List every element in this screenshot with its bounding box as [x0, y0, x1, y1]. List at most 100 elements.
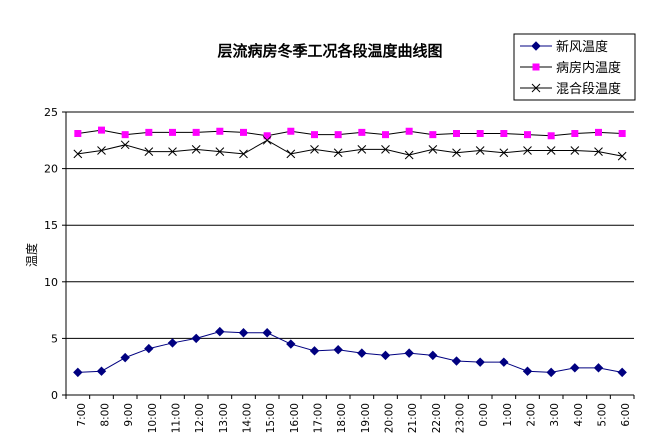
x-tick-label: 23:00: [455, 403, 467, 433]
x-tick-label: 11:00: [171, 403, 183, 433]
data-point-diamond: [522, 366, 533, 376]
legend-label: 新风温度: [556, 39, 608, 55]
data-point-x: [475, 146, 485, 155]
data-point-square: [311, 131, 318, 139]
x-tick-label: 2:00: [526, 403, 538, 427]
x-tick-label: 6:00: [620, 403, 632, 427]
series-2: [73, 135, 627, 161]
x-tick-label: 21:00: [407, 403, 419, 433]
data-point-square: [500, 130, 508, 138]
data-point-diamond: [451, 356, 462, 366]
x-tick-label: 20:00: [384, 403, 396, 433]
data-point-x: [499, 148, 509, 158]
x-tick-label: 8:00: [100, 403, 112, 427]
x-tick-label: 18:00: [336, 403, 348, 433]
data-point-x: [191, 145, 201, 154]
legend-label: 混合段温度: [556, 81, 621, 97]
data-point-diamond: [570, 363, 580, 373]
data-point-square: [240, 128, 247, 136]
data-point-diamond: [428, 350, 438, 361]
x-tick-label: 4:00: [573, 403, 585, 427]
data-point-diamond: [531, 41, 541, 51]
data-point-diamond: [593, 363, 604, 373]
data-point-x: [262, 135, 272, 145]
x-tick-label: 19:00: [360, 403, 372, 433]
data-point-square: [98, 126, 105, 134]
y-tick-label: 25: [44, 106, 58, 119]
x-tick-label: 22:00: [431, 403, 443, 433]
data-point-x: [357, 145, 367, 154]
data-point-diamond: [617, 367, 627, 378]
data-point-square: [145, 128, 153, 136]
data-point-diamond: [309, 346, 320, 356]
data-point-diamond: [475, 357, 485, 367]
x-tick-label: 13:00: [218, 403, 230, 433]
data-point-x: [428, 145, 438, 154]
data-point-x: [97, 146, 106, 155]
data-point-square: [74, 130, 82, 138]
data-point-x: [452, 148, 461, 158]
data-point-x: [570, 146, 580, 155]
data-point-square: [532, 63, 540, 71]
data-point-square: [595, 128, 602, 136]
data-point-x: [215, 147, 225, 156]
x-tick-label: 3:00: [549, 403, 561, 427]
data-point-diamond: [215, 326, 225, 337]
data-point-square: [453, 130, 460, 138]
x-tick-labels: 7:00 8:00 9:00 10:00 11:00 12:00 13:00 14:00 15:…: [76, 403, 632, 433]
y-tick-labels: 0 5 10 15 20 25: [44, 106, 58, 402]
data-point-diamond: [73, 367, 83, 378]
legend-label: 病房内温度: [556, 60, 621, 76]
axes: [62, 111, 635, 399]
data-point-diamond: [380, 350, 391, 361]
y-tick-label: 5: [51, 332, 58, 345]
data-point-square: [571, 130, 579, 138]
series-line: [77, 129, 623, 137]
data-point-x: [617, 151, 627, 161]
data-point-x: [404, 150, 414, 160]
series-lines: [73, 126, 627, 378]
data-point-x: [333, 148, 343, 158]
x-tick-label: 10:00: [147, 403, 159, 433]
data-point-x: [531, 83, 541, 93]
data-point-square: [121, 131, 129, 139]
data-point-x: [381, 145, 390, 154]
y-tick-label: 10: [44, 276, 58, 289]
x-tick-label: 5:00: [597, 403, 609, 427]
y-tick-label: 20: [44, 163, 58, 176]
data-point-x: [310, 145, 319, 154]
y-tick-label: 0: [51, 389, 58, 402]
x-tick-label: 14:00: [242, 403, 254, 433]
data-point-diamond: [191, 333, 201, 344]
data-point-diamond: [120, 352, 130, 363]
data-point-x: [286, 149, 296, 159]
data-point-x: [546, 146, 556, 155]
data-point-diamond: [167, 338, 178, 348]
data-point-x: [144, 147, 154, 156]
data-point-x: [120, 140, 130, 150]
data-point-square: [524, 131, 531, 139]
data-point-x: [594, 147, 603, 156]
gridlines: [66, 111, 634, 339]
data-point-square: [429, 131, 437, 139]
data-point-square: [216, 127, 224, 135]
data-point-square: [169, 128, 176, 136]
data-point-square: [263, 132, 271, 140]
data-point-diamond: [144, 343, 154, 354]
data-point-x: [168, 147, 177, 156]
series-1: [74, 126, 626, 140]
data-point-diamond: [333, 345, 343, 355]
data-point-x: [73, 149, 83, 159]
data-point-square: [192, 128, 200, 136]
data-point-diamond: [238, 328, 249, 338]
series-0: [73, 326, 627, 378]
data-point-square: [476, 130, 484, 138]
x-tick-label: 0:00: [478, 403, 490, 427]
data-point-diamond: [357, 348, 367, 358]
x-tick-label: 16:00: [289, 403, 301, 433]
data-point-square: [287, 127, 295, 135]
series-line: [77, 139, 623, 157]
y-axis-label: 温度: [24, 243, 39, 267]
